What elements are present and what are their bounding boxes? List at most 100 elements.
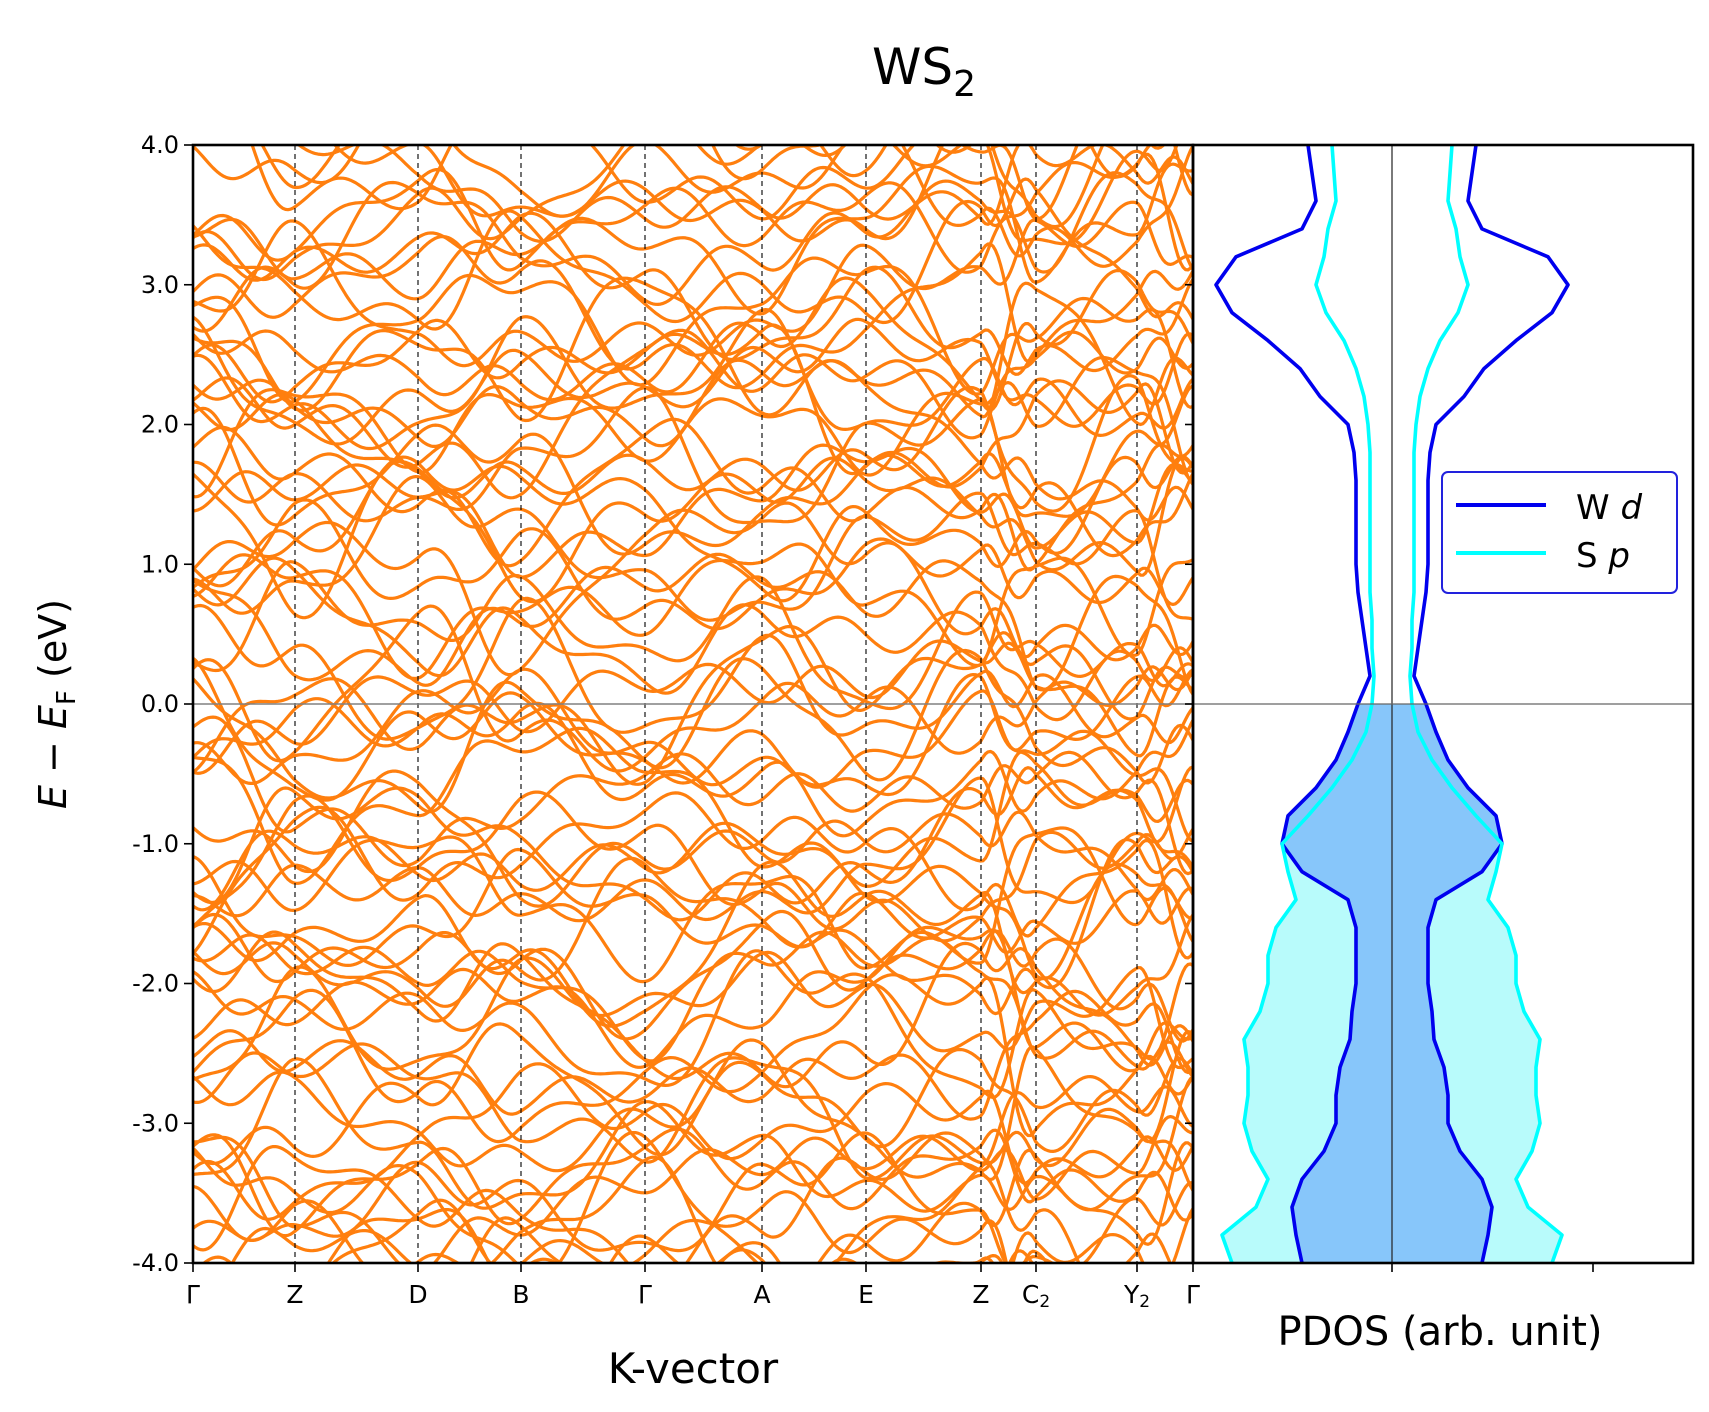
- band-line: [193, 276, 1193, 427]
- band-line: [193, 821, 1193, 981]
- band-line: [193, 498, 1193, 631]
- band-line: [193, 152, 1193, 274]
- y-tick-label: 1.0: [141, 550, 179, 578]
- y-axis-label: E − EF (eV): [31, 599, 82, 809]
- band-line: [193, 1057, 1193, 1213]
- x-tick-label: A: [753, 1280, 770, 1309]
- band-line: [230, 1226, 1035, 1263]
- band-line: [193, 790, 1193, 943]
- band-line: [193, 308, 1193, 451]
- x-tick-label: C2: [1022, 1280, 1050, 1312]
- legend-label-s-p: S p: [1576, 536, 1630, 576]
- band-line: [193, 0, 1193, 143]
- band-line: [193, 162, 1193, 316]
- band-line: [193, 973, 1193, 1144]
- y-tick-label: 0.0: [141, 690, 179, 718]
- x-tick-label: D: [408, 1280, 427, 1309]
- band-line: [260, 145, 1193, 221]
- band-line: [193, 838, 1193, 1016]
- band-line: [193, 475, 1193, 622]
- band-line: [193, 177, 1193, 331]
- band-line: [193, 596, 1193, 745]
- y-tick-label: 3.0: [141, 271, 179, 299]
- band-lines: [193, 0, 1193, 1263]
- band-line: [193, 791, 1193, 960]
- y-axis-ticks: -4.0 -3.0 -2.0 -1.0 0.0 1.0 2.0 3.0 4.0: [132, 131, 1193, 1277]
- pdos-panel-frame: [1191, 143, 1695, 1265]
- band-line: [193, 417, 1193, 572]
- pdos-x-axis-label: PDOS (arb. unit): [1278, 1309, 1603, 1355]
- band-line: [193, 355, 1193, 499]
- band-line: [193, 1127, 1193, 1238]
- band-line: [193, 847, 1193, 967]
- x-tick-label: Γ: [1186, 1280, 1200, 1309]
- band-line: [193, 949, 1193, 1100]
- chart-title: WS2: [872, 38, 976, 105]
- x-axis-label: K-vector: [608, 1344, 779, 1393]
- legend-frame: [1441, 471, 1678, 594]
- band-line: [193, 256, 1193, 409]
- legend-label-w-d: W d: [1576, 488, 1642, 528]
- band-line: [193, 7, 1193, 135]
- band-line: [193, 1022, 1193, 1166]
- x-tick-label: Γ: [638, 1280, 652, 1309]
- band-line: [193, 456, 1193, 620]
- band-structure-panel: -4.0 -3.0 -2.0 -1.0 0.0 1.0 2.0 3.0 4.0 Γ Z D B Γ A E Z…: [31, 0, 1200, 1393]
- x-tick-label: Z: [972, 1280, 989, 1309]
- band-line: [193, 268, 1193, 412]
- x-tick-label: Y2: [1123, 1280, 1150, 1312]
- band-line: [193, 1042, 1193, 1181]
- band-line: [193, 909, 1193, 1043]
- y-tick-label: -2.0: [132, 970, 179, 998]
- band-line: [296, 145, 1193, 243]
- band-line: [193, 171, 1193, 333]
- legend: W d S p: [1441, 471, 1678, 594]
- band-line: [193, 766, 1193, 922]
- band-line: [193, 604, 1193, 773]
- band-line: [193, 315, 1193, 446]
- band-line: [193, 560, 1193, 711]
- x-tick-label: B: [512, 1280, 529, 1309]
- band-line: [193, 1107, 1193, 1263]
- band-line: [193, 715, 1193, 876]
- band-line: [250, 145, 888, 212]
- band-line: [193, 384, 1193, 525]
- x-axis-ticks: Γ Z D B Γ A E Z C2 Y2 Γ: [186, 1263, 1200, 1312]
- band-line: [193, 145, 1193, 282]
- band-line: [193, 358, 1193, 522]
- band-line: [193, 1029, 1193, 1182]
- band-line: [193, 552, 1193, 696]
- band-line: [193, 556, 1193, 722]
- band-line: [193, 697, 1193, 838]
- y-tick-label: 2.0: [141, 411, 179, 439]
- band-line: [193, 406, 1193, 558]
- band-line: [193, 769, 1193, 908]
- band-line: [332, 145, 1179, 246]
- band-line: [193, 318, 1193, 489]
- band-line: [193, 374, 1193, 513]
- band-line: [193, 211, 1193, 376]
- band-line: [193, 648, 1193, 814]
- band-line: [193, 925, 1193, 1073]
- band-line: [193, 0, 1193, 137]
- band-line: [193, 667, 1193, 789]
- pdos-panel: PDOS (arb. unit) W d S p: [1191, 143, 1695, 1355]
- band-line: [193, 443, 1193, 579]
- band-line: [193, 860, 1193, 1028]
- x-tick-label: E: [858, 1280, 874, 1309]
- y-tick-label: -3.0: [132, 1109, 179, 1137]
- band-line: [193, 501, 1193, 677]
- y-tick-label: 4.0: [141, 131, 179, 159]
- x-tick-label: Z: [286, 1280, 303, 1309]
- band-line: [193, 1062, 1193, 1221]
- y-tick-label: -4.0: [132, 1249, 179, 1277]
- x-tick-label: Γ: [186, 1280, 200, 1309]
- y-tick-label: -1.0: [132, 830, 179, 858]
- band-line: [193, 1131, 1193, 1263]
- band-line: [469, 1216, 1145, 1263]
- band-line: [201, 1190, 1172, 1263]
- band-line: [711, 145, 1153, 181]
- band-line: [193, 657, 1193, 823]
- band-line: [193, 454, 1193, 603]
